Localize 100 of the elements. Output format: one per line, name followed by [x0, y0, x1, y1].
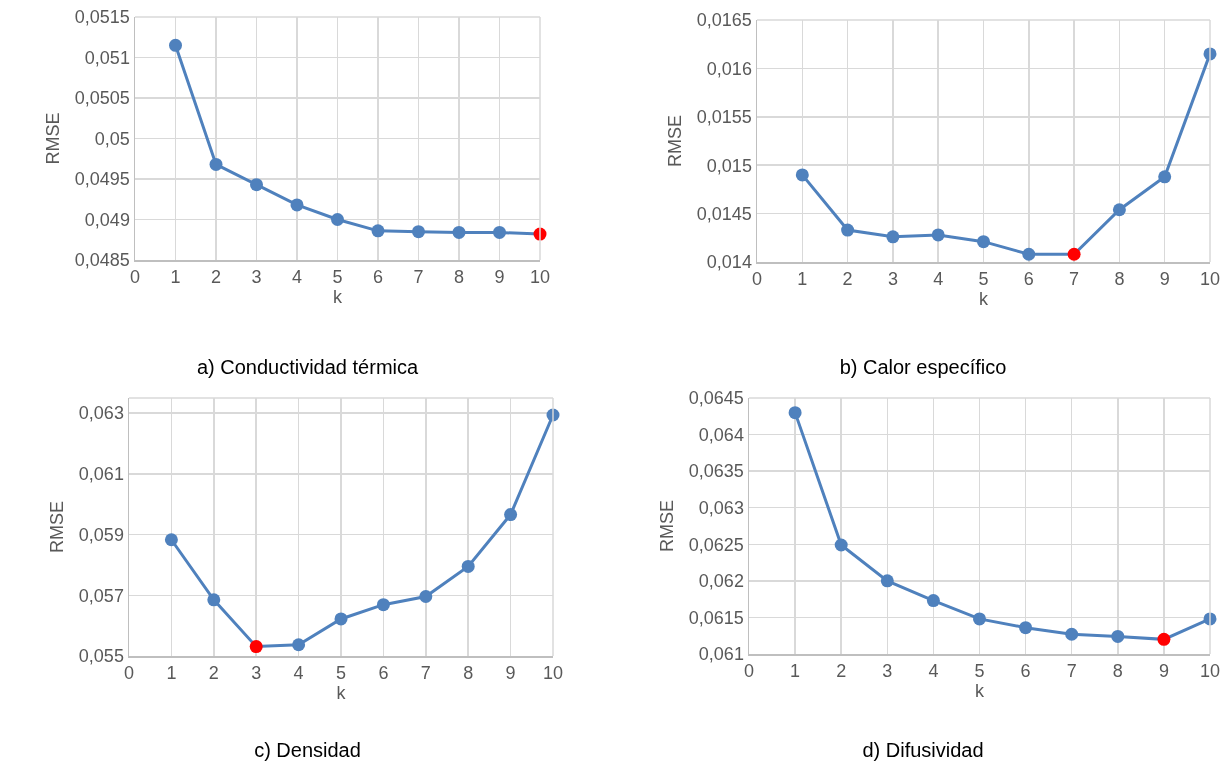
y-tick-label: 0,0625 [688, 534, 744, 555]
point [880, 574, 894, 588]
point [973, 612, 986, 626]
x-tick-label: 10 [1199, 269, 1221, 290]
y-tick-label: 0,0485 [74, 250, 130, 271]
y-axis-title: RMSE [47, 500, 68, 554]
text: c) Densidad [254, 739, 361, 762]
x-axis-title: k [336, 683, 347, 704]
x-axis-title: k [333, 287, 343, 308]
y-tick-label: 0,0645 [688, 388, 744, 409]
x-axis-title: k [979, 289, 989, 310]
x-tick-label: 0 [123, 663, 135, 684]
x-tick-label: 0 [743, 661, 755, 682]
y-tick-label: 0,057 [78, 585, 124, 606]
point [209, 157, 223, 171]
x-tick-label: 6 [372, 267, 384, 288]
y-tick-label: 0,0155 [696, 107, 752, 128]
x-tick-label: 7 [1069, 269, 1080, 290]
point [1157, 632, 1171, 646]
point [1111, 629, 1125, 643]
point [1019, 621, 1033, 635]
x-tick-label: 3 [251, 663, 262, 684]
x-tick-label: 9 [1159, 269, 1170, 290]
point [931, 228, 945, 242]
point [834, 538, 848, 552]
y-axis-title: RMSE [665, 114, 686, 168]
point [461, 559, 475, 573]
x-tick-label: 5 [978, 269, 989, 290]
x-tick-label: 3 [251, 267, 262, 288]
y-tick-label: 0,0615 [688, 607, 744, 628]
x-tick-label: 6 [1020, 661, 1031, 682]
x-tick-label: 7 [1066, 661, 1077, 682]
point [250, 178, 263, 192]
x-tick-label: 5 [335, 663, 347, 684]
y-tick-label: 0,063 [78, 403, 124, 424]
x-tick-label: 4 [928, 661, 939, 682]
point [292, 638, 306, 652]
x-tick-label: 8 [463, 663, 474, 684]
point [169, 38, 182, 52]
text: d) Difusividad [862, 739, 984, 762]
point [795, 168, 809, 182]
point [419, 590, 433, 603]
point [886, 230, 900, 244]
y-tick-label: 0,05 [94, 128, 130, 149]
y-tick-label: 0,0635 [688, 461, 744, 482]
x-axis-title: k [975, 681, 985, 702]
point [164, 533, 178, 547]
x-tick-label: 8 [1114, 269, 1125, 290]
x-tick-label: 4 [933, 269, 944, 290]
point [334, 612, 348, 626]
x-tick-label: 10 [529, 267, 551, 288]
y-tick-label: 0,014 [706, 252, 752, 273]
x-tick-label: 1 [166, 663, 177, 684]
x-tick-label: 0 [129, 267, 141, 288]
x-tick-label: 2 [208, 663, 219, 684]
x-tick-label: 2 [836, 661, 847, 682]
y-tick-label: 0,0495 [74, 169, 130, 190]
point [926, 594, 940, 608]
y-tick-label: 0,0145 [696, 203, 752, 224]
point [1022, 247, 1036, 261]
y-tick-label: 0,051 [84, 47, 130, 68]
point [376, 598, 390, 612]
point [504, 508, 518, 522]
y-tick-label: 0,049 [84, 209, 130, 230]
y-tick-label: 0,062 [698, 571, 744, 592]
point [207, 593, 221, 607]
x-tick-label: 10 [1199, 661, 1221, 682]
x-tick-label: 2 [210, 267, 222, 288]
y-tick-label: 0,016 [706, 58, 752, 79]
x-tick-label: 4 [293, 663, 304, 684]
text: a) Conductividad térmica [196, 356, 419, 379]
point [1067, 247, 1081, 261]
point [249, 640, 263, 654]
x-tick-label: 5 [332, 267, 343, 288]
x-tick-label: 8 [453, 267, 465, 288]
y-tick-label: 0,059 [78, 524, 124, 545]
x-tick-label: 7 [413, 267, 424, 288]
x-tick-label: 6 [1023, 269, 1034, 290]
point [1112, 203, 1126, 217]
x-tick-label: 3 [882, 661, 893, 682]
y-tick-label: 0,064 [698, 424, 744, 445]
x-tick-label: 5 [974, 661, 985, 682]
x-tick-label: 9 [505, 663, 516, 684]
x-tick-label: 1 [170, 267, 181, 288]
point [412, 225, 425, 239]
point [1158, 170, 1172, 184]
x-tick-label: 8 [1112, 661, 1123, 682]
x-tick-label: 1 [797, 269, 808, 290]
y-tick-label: 0,015 [706, 155, 752, 176]
y-axis-title: RMSE [657, 499, 678, 553]
x-tick-label: 1 [790, 661, 801, 682]
point [493, 225, 506, 239]
x-tick-label: 0 [751, 269, 763, 290]
y-tick-label: 0,061 [698, 644, 744, 665]
point [1065, 627, 1079, 641]
y-axis-title: RMSE [43, 112, 64, 165]
point [331, 213, 344, 226]
x-tick-label: 10 [542, 663, 564, 684]
point [371, 224, 385, 238]
point [977, 235, 990, 249]
